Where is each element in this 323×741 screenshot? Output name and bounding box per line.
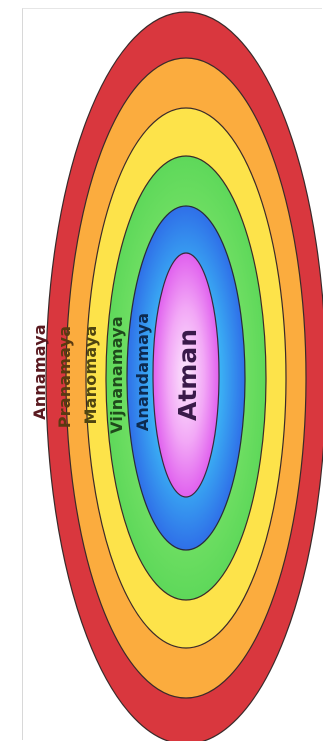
pranamaya-label: Pranamaya bbox=[55, 326, 74, 429]
diagram-frame bbox=[22, 8, 322, 740]
atman-core bbox=[152, 252, 220, 498]
anandamaya-label: Anandamaya bbox=[133, 313, 152, 431]
vijnanamaya-label: Vijnanamaya bbox=[107, 316, 126, 434]
annamaya-label: Annamaya bbox=[30, 324, 49, 420]
atman-label: Atman bbox=[173, 329, 202, 421]
manomaya-label: Manomaya bbox=[81, 326, 100, 425]
